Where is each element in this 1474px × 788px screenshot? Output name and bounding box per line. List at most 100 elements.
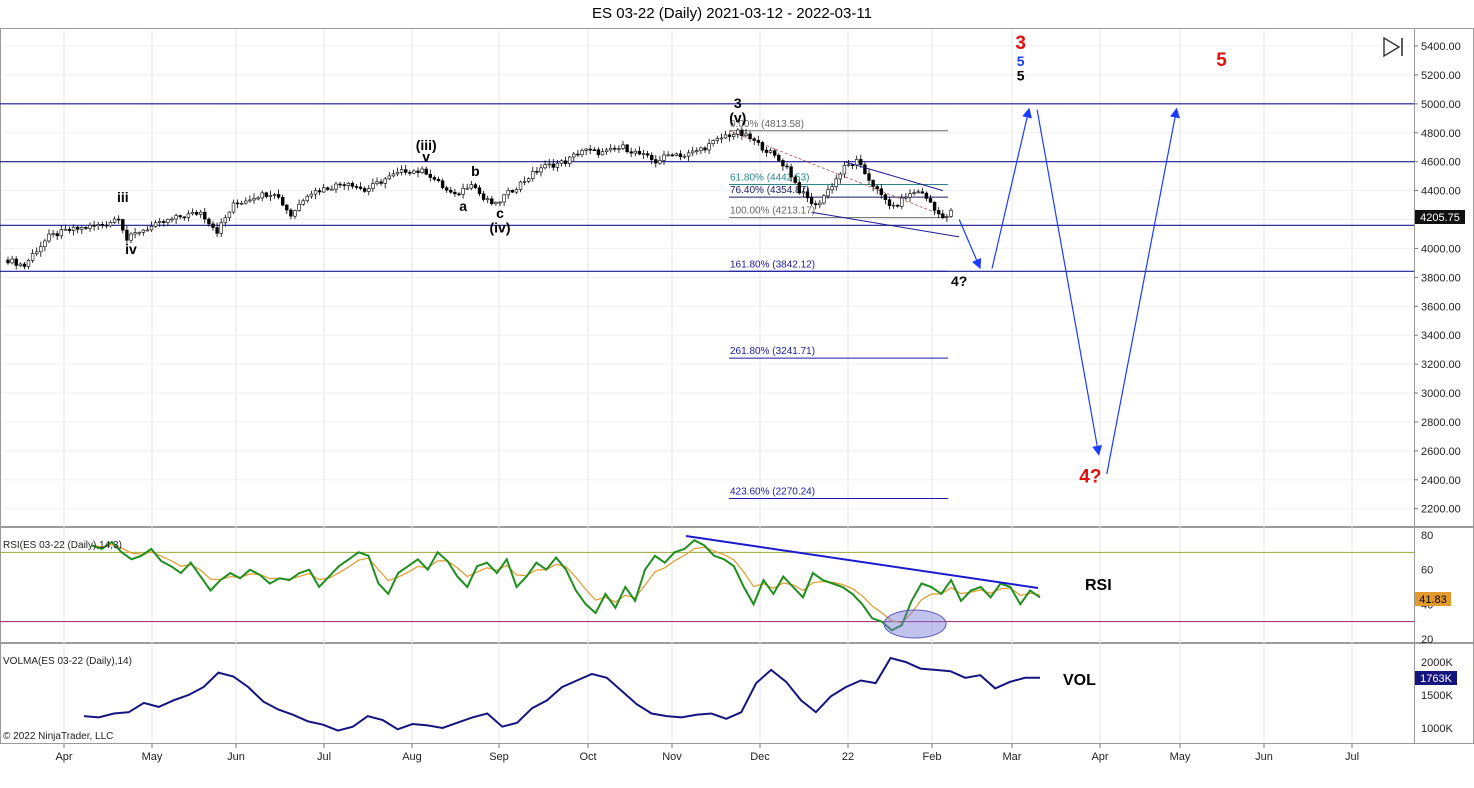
rsi-divergence-ellipse: [883, 609, 947, 639]
candle-body: [625, 144, 629, 153]
candle-body: [649, 154, 654, 160]
copyright-text: © 2022 NinjaTrader, LLC: [3, 731, 113, 742]
candle-body: [112, 218, 117, 223]
price-tick-label: 5000.00: [1421, 99, 1461, 111]
candle-body: [908, 193, 912, 198]
candle-body: [584, 148, 588, 151]
wave-label: 4?: [1079, 467, 1101, 488]
price-axis: 2200.00 2400.00 2600.00 2800.00 3000.00 3200.…: [1414, 41, 1461, 516]
candle-body: [420, 168, 424, 173]
vol-tick-label: 1500K: [1421, 690, 1453, 702]
price-tick-label: 2800.00: [1421, 417, 1461, 429]
candle-body: [723, 134, 728, 139]
candle-body: [125, 229, 129, 241]
candle-body: [793, 176, 797, 183]
candle-body: [301, 200, 305, 205]
candle-body: [477, 187, 482, 195]
candle-body: [174, 215, 178, 220]
candle-body: [354, 186, 359, 188]
candle-body: [920, 191, 925, 194]
candle-body: [768, 150, 773, 153]
candle-body: [96, 224, 100, 226]
candle-body: [309, 193, 314, 197]
price-tick-label: 2200.00: [1421, 504, 1461, 516]
candle-body: [785, 165, 789, 168]
candle-body: [297, 203, 301, 211]
candle-body: [190, 212, 195, 215]
candle-body: [133, 232, 137, 235]
fib-label: 100.00% (4213.17): [730, 206, 815, 217]
vol-current-value: 1763K: [1420, 673, 1452, 685]
candle-body: [268, 194, 273, 197]
candle-body: [904, 196, 908, 199]
price-current-value: 4205.75: [1420, 212, 1460, 224]
time-tick-label: Sep: [489, 751, 509, 763]
rsi-tag: RSI: [1085, 577, 1112, 594]
candle-body: [59, 229, 64, 237]
candle-body: [436, 179, 441, 182]
trendlines: [811, 161, 960, 238]
fibonacci-levels: 0.00% (4813.58) 61.80% (4442.53) 76.40% (4…: [728, 119, 949, 500]
candle-body: [371, 183, 375, 189]
candle-body: [34, 251, 39, 254]
candle-body: [682, 155, 687, 158]
price-tick-label: 2400.00: [1421, 475, 1461, 487]
candle-body: [777, 155, 781, 161]
candle-body: [285, 204, 289, 211]
candle-body: [108, 222, 113, 227]
wave-label: c: [496, 205, 504, 221]
vol-panel: 1000K 1500K 2000K: [83, 656, 1453, 735]
candle-body: [186, 213, 191, 218]
candle-body: [465, 187, 469, 190]
candle-body: [449, 189, 453, 193]
fib-label: 61.80% (4442.53): [730, 172, 810, 183]
skip-forward-icon[interactable]: [1378, 34, 1408, 58]
time-tick-label: Oct: [579, 751, 596, 763]
candle-body: [809, 197, 814, 204]
candle-body: [215, 227, 219, 234]
candle-body: [715, 138, 720, 141]
candle-body: [580, 150, 584, 156]
projection-arrows: [958, 107, 1180, 475]
candle-body: [92, 224, 96, 227]
candle-body: [596, 149, 601, 156]
candle-body: [818, 202, 822, 206]
candle-body: [158, 221, 162, 223]
candle-body: [141, 229, 145, 233]
candle-body: [629, 151, 633, 154]
price-tick-label: 3800.00: [1421, 272, 1461, 284]
candle-body: [805, 191, 810, 199]
candle-body: [248, 199, 252, 202]
wave-label: 4?: [951, 273, 967, 289]
candle-body: [244, 200, 248, 204]
candle-body: [358, 186, 363, 189]
candle-body: [736, 129, 740, 135]
candle-body: [731, 134, 736, 137]
time-tick-label: Mar: [1003, 751, 1022, 763]
candle-body: [182, 216, 186, 219]
candle-body: [854, 159, 859, 166]
candle-body: [850, 164, 855, 167]
candle-body: [235, 202, 240, 205]
candle-body: [367, 188, 371, 192]
candle-body: [621, 144, 625, 149]
candle-body: [428, 173, 432, 178]
candle-body: [485, 198, 490, 201]
wave-label: v: [422, 149, 430, 165]
candle-body: [695, 150, 699, 152]
candle-body: [674, 153, 679, 156]
candle-body: [379, 181, 383, 184]
candle-body: [71, 226, 76, 231]
candle-body: [740, 129, 744, 136]
price-tick-label: 5400.00: [1421, 41, 1461, 53]
candle-body: [43, 240, 47, 247]
candle-body: [334, 183, 338, 190]
candle-body: [871, 180, 875, 187]
wave-label: 5: [1017, 68, 1025, 84]
candle-body: [473, 184, 478, 189]
candle-body: [22, 263, 27, 267]
candle-body: [654, 159, 658, 164]
candle-body: [55, 233, 59, 237]
